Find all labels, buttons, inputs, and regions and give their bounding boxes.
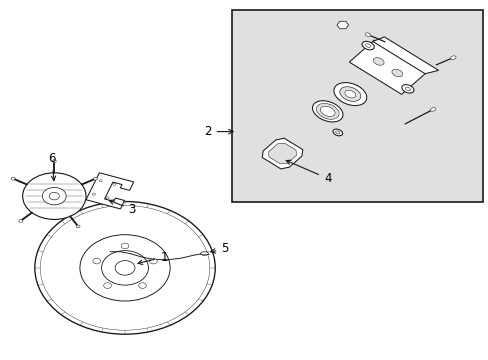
Ellipse shape [76, 225, 80, 228]
Ellipse shape [320, 106, 334, 117]
Ellipse shape [22, 173, 86, 220]
Ellipse shape [332, 129, 342, 136]
Ellipse shape [149, 258, 157, 264]
Ellipse shape [316, 103, 339, 119]
Text: 4: 4 [285, 160, 331, 185]
Ellipse shape [365, 33, 370, 36]
Ellipse shape [93, 177, 97, 180]
Polygon shape [372, 37, 438, 74]
Ellipse shape [103, 283, 111, 288]
Ellipse shape [401, 85, 413, 93]
Ellipse shape [333, 82, 366, 105]
Ellipse shape [139, 283, 146, 288]
Polygon shape [268, 143, 296, 164]
Ellipse shape [93, 258, 101, 264]
Ellipse shape [361, 41, 373, 50]
Ellipse shape [372, 58, 384, 65]
Ellipse shape [449, 56, 455, 59]
Ellipse shape [19, 220, 22, 222]
Ellipse shape [429, 108, 435, 111]
Ellipse shape [344, 90, 355, 98]
Text: 5: 5 [210, 242, 228, 255]
Ellipse shape [49, 192, 59, 200]
Ellipse shape [391, 69, 402, 77]
Ellipse shape [200, 252, 208, 255]
Text: 3: 3 [109, 200, 136, 216]
Polygon shape [86, 173, 133, 209]
Ellipse shape [35, 202, 215, 334]
Ellipse shape [115, 261, 135, 275]
Ellipse shape [121, 243, 129, 249]
Ellipse shape [52, 160, 56, 163]
Text: 2: 2 [204, 125, 233, 138]
Polygon shape [348, 40, 426, 94]
Ellipse shape [80, 235, 170, 301]
FancyBboxPatch shape [232, 10, 483, 202]
Ellipse shape [11, 177, 15, 180]
Ellipse shape [42, 188, 66, 205]
Ellipse shape [339, 87, 360, 102]
Ellipse shape [102, 251, 148, 285]
Text: 1: 1 [138, 251, 167, 265]
Text: 6: 6 [48, 152, 56, 180]
Ellipse shape [312, 101, 342, 122]
Polygon shape [262, 138, 302, 169]
